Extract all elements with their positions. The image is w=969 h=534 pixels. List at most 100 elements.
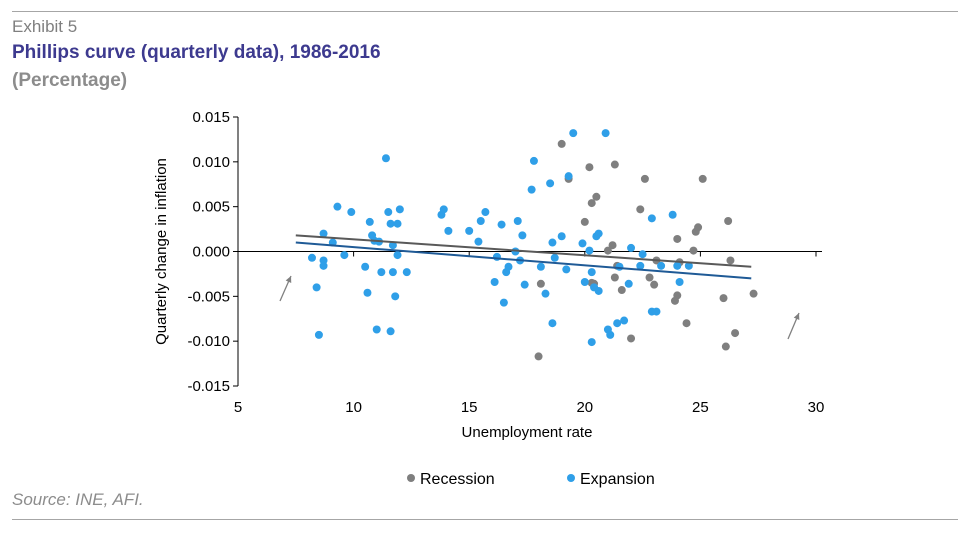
top-rule (12, 11, 958, 12)
expansion-point (365, 217, 374, 226)
expansion-point (384, 208, 393, 217)
expansion-point (499, 298, 508, 307)
expansion-point (675, 277, 684, 286)
expansion-point (569, 129, 578, 138)
expansion-point (624, 279, 633, 288)
chart-title: Phillips curve (quarterly data), 1986-20… (12, 42, 381, 63)
expansion-point (497, 220, 506, 229)
expansion-point (529, 156, 538, 165)
recession-point (689, 246, 698, 255)
y-tick-label: -0.015 (187, 378, 230, 395)
recession-point (580, 217, 589, 226)
expansion-point (492, 252, 501, 261)
expansion-point (536, 262, 545, 271)
recession-point (670, 296, 679, 305)
y-tick-label: 0.015 (192, 109, 230, 126)
expansion-point (638, 250, 647, 259)
expansion-point (312, 283, 321, 292)
expansion-point (613, 319, 622, 328)
expansion-point (546, 179, 555, 188)
expansion-point (578, 239, 587, 248)
recession-point (636, 205, 645, 214)
recession-point (682, 319, 691, 328)
left-arrow-icon-head (285, 276, 292, 283)
expansion-point (363, 288, 372, 297)
expansion-point (564, 172, 573, 181)
expansion-point (388, 241, 397, 250)
expansion-point (439, 205, 448, 214)
recession-point (724, 217, 733, 226)
y-tick-label: -0.010 (187, 333, 230, 350)
recession-point (673, 234, 682, 243)
expansion-point (386, 327, 395, 336)
y-tick-label: 0.005 (192, 199, 230, 216)
legend-marker-recession (407, 474, 415, 482)
recession-point (698, 174, 707, 183)
expansion-point (395, 205, 404, 214)
recession-point (585, 163, 594, 172)
recession-point (731, 329, 740, 338)
expansion-point (393, 219, 402, 228)
expansion-point (594, 229, 603, 238)
expansion-point (580, 277, 589, 286)
recession-point (587, 199, 596, 208)
recession-point (721, 342, 730, 351)
expansion-point (557, 232, 566, 241)
expansion-point (527, 185, 536, 194)
expansion-point (647, 214, 656, 223)
legend-label-recession: Recession (420, 471, 495, 488)
expansion-point (601, 129, 610, 138)
expansion-point (307, 253, 316, 262)
recession-point (536, 279, 545, 288)
y-tick-label: 0.000 (192, 244, 230, 261)
recession-point (719, 294, 728, 303)
expansion-point (594, 286, 603, 295)
recession-point (749, 289, 758, 298)
x-tick-label: 20 (576, 399, 593, 416)
recession-point (534, 352, 543, 361)
expansion-point (587, 338, 596, 347)
source-note: Source: INE, AFI. (12, 490, 144, 509)
expansion-point (490, 277, 499, 286)
expansion-point (402, 268, 411, 277)
recession-point (694, 223, 703, 232)
expansion-point (548, 238, 557, 247)
expansion-point (381, 154, 390, 163)
expansion-point (476, 217, 485, 226)
legend-label-expansion: Expansion (580, 471, 655, 488)
expansion-point (391, 292, 400, 301)
expansion-point (388, 268, 397, 277)
expansion-point (386, 219, 395, 228)
recession-point (645, 273, 654, 282)
expansion-point (465, 226, 474, 235)
expansion-point (361, 262, 370, 271)
y-tick-label: 0.010 (192, 154, 230, 171)
y-axis-label: Quarterly change in inflation (153, 158, 170, 345)
expansion-point (513, 217, 522, 226)
expansion-point (562, 265, 571, 274)
expansion-point (319, 229, 328, 238)
expansion-point (585, 246, 594, 255)
expansion-point (474, 237, 483, 246)
x-axis-label: Unemployment rate (462, 424, 593, 441)
expansion-point (444, 226, 453, 235)
expansion-point (377, 268, 386, 277)
expansion-point (518, 231, 527, 240)
expansion-point (541, 289, 550, 298)
expansion-point (520, 280, 529, 289)
expansion-point (314, 330, 323, 339)
expansion-point (347, 208, 356, 217)
recession-point (627, 334, 636, 343)
expansion-point (587, 268, 596, 277)
expansion-point (319, 256, 328, 265)
recession-point (610, 273, 619, 282)
bottom-rule (12, 519, 958, 520)
recession-point (603, 246, 612, 255)
expansion-point (684, 261, 693, 270)
recession-point (608, 241, 617, 250)
expansion-point (481, 208, 490, 217)
expansion-point (615, 262, 624, 271)
expansion-point (550, 253, 559, 262)
expansion-point (340, 251, 349, 260)
